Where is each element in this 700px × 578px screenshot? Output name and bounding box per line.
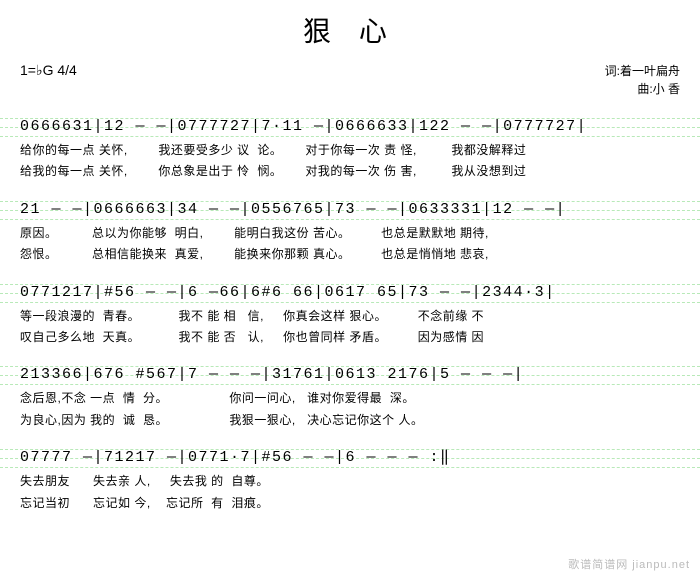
lyric-row: 失去朋友 失去亲 人, 失去我 的 自尊。 bbox=[20, 473, 680, 490]
staff-block: 07777 —|71217 —|0771·7|#56 — —|6 — — — :… bbox=[20, 447, 680, 512]
key-signature: 1=♭G 4/4 bbox=[20, 62, 77, 98]
notation-row: 07777 —|71217 —|0771·7|#56 — —|6 — — — :… bbox=[20, 447, 680, 469]
lyric-row: 怨恨。 总相信能换来 真爱, 能换来你那颗 真心。 也总是悄悄地 悲哀, bbox=[20, 246, 680, 263]
staff-block: 0666631|12 — —|0777727|7·11 —|0666633|12… bbox=[20, 116, 680, 181]
lyric-row: 忘记当初 忘记如 今, 忘记所 有 泪痕。 bbox=[20, 495, 680, 512]
notation-row: 0771217|#56 — —|6 —66|6#6 66|0617 65|73 … bbox=[20, 282, 680, 304]
lyric-row: 叹自己多么地 天真。 我不 能 否 认, 你也曾同样 矛盾。 因为感情 因 bbox=[20, 329, 680, 346]
staff-block: 213366|676 #567|7 — — —|31761|0613 2176|… bbox=[20, 364, 680, 429]
lyric-row: 给我的每一点 关怀, 你总象是出于 怜 悯。 对我的每一次 伤 害, 我从没想到… bbox=[20, 163, 680, 180]
notation-row: 213366|676 #567|7 — — —|31761|0613 2176|… bbox=[20, 364, 680, 386]
lyric-row: 念后恩,不念 一点 情 分。 你问一问心, 谁对你爱得最 深。 bbox=[20, 390, 680, 407]
song-title: 狠 心 bbox=[20, 10, 680, 50]
lyricist-credit: 词:着一叶扁舟 bbox=[605, 62, 680, 80]
lyric-row: 给你的每一点 关怀, 我还要受多少 议 论。 对于你每一次 责 怪, 我都没解释… bbox=[20, 142, 680, 159]
watermark: 歌谱简谱网 jianpu.net bbox=[568, 556, 690, 572]
staff-block: 21 — —|0666663|34 — —|0556765|73 — —|063… bbox=[20, 199, 680, 264]
lyric-row: 为良心,因为 我的 诚 恳。 我狠一狠心, 决心忘记你这个 人。 bbox=[20, 412, 680, 429]
lyric-row: 原因。 总以为你能够 明白, 能明白我这份 苦心。 也总是默默地 期待, bbox=[20, 225, 680, 242]
composer-credit: 曲:小 香 bbox=[605, 80, 680, 98]
notation-row: 0666631|12 — —|0777727|7·11 —|0666633|12… bbox=[20, 116, 680, 138]
meta-row: 1=♭G 4/4 词:着一叶扁舟 曲:小 香 bbox=[20, 62, 680, 98]
notation-row: 21 — —|0666663|34 — —|0556765|73 — —|063… bbox=[20, 199, 680, 221]
lyric-row: 等一段浪漫的 青春。 我不 能 相 信, 你真会这样 狠心。 不念前缘 不 bbox=[20, 308, 680, 325]
credits-block: 词:着一叶扁舟 曲:小 香 bbox=[605, 62, 680, 98]
staff-block: 0771217|#56 — —|6 —66|6#6 66|0617 65|73 … bbox=[20, 282, 680, 347]
